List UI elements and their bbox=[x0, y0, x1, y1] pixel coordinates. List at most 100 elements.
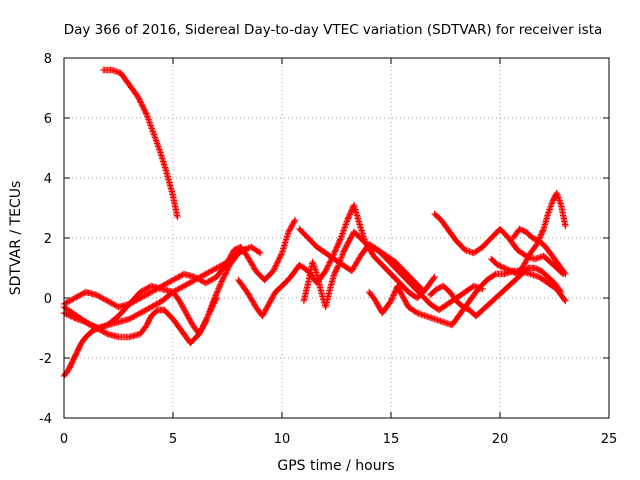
data-point bbox=[228, 250, 236, 258]
data-point bbox=[210, 296, 218, 303]
data-point bbox=[331, 249, 338, 257]
data-point bbox=[374, 301, 382, 309]
y-tick-label: 4 bbox=[44, 172, 52, 187]
data-point bbox=[232, 246, 239, 253]
y-tick-label: -4 bbox=[39, 412, 52, 427]
data-point bbox=[139, 308, 147, 315]
data-point bbox=[179, 283, 186, 290]
data-point bbox=[202, 279, 209, 287]
data-point bbox=[139, 293, 147, 300]
data-point bbox=[373, 299, 380, 306]
data-point bbox=[213, 291, 220, 298]
data-point bbox=[251, 265, 258, 272]
data-point bbox=[180, 305, 188, 313]
data-point bbox=[146, 289, 153, 296]
data-point bbox=[111, 301, 118, 308]
data-point bbox=[200, 322, 207, 330]
data-point bbox=[264, 303, 271, 310]
data-point bbox=[336, 237, 343, 244]
data-point bbox=[331, 248, 339, 255]
data-point bbox=[346, 212, 353, 220]
data-point bbox=[154, 300, 162, 307]
data-point bbox=[139, 287, 147, 294]
data-point bbox=[185, 315, 193, 322]
data-point bbox=[141, 106, 148, 113]
data-point bbox=[412, 308, 420, 316]
data-point bbox=[267, 296, 275, 304]
data-point bbox=[175, 285, 182, 293]
data-point bbox=[556, 197, 563, 204]
data-point bbox=[185, 313, 192, 321]
data-point bbox=[201, 321, 208, 328]
data-point bbox=[390, 291, 398, 298]
data-point bbox=[348, 267, 355, 275]
data-point bbox=[538, 229, 545, 237]
data-point bbox=[216, 284, 223, 291]
x-tick-label: 15 bbox=[383, 432, 400, 447]
data-point bbox=[338, 233, 345, 240]
data-point bbox=[101, 329, 109, 336]
data-point bbox=[241, 246, 249, 254]
data-point bbox=[171, 276, 178, 283]
data-point bbox=[334, 263, 342, 270]
data-point bbox=[561, 269, 568, 276]
data-point bbox=[141, 286, 148, 293]
data-point bbox=[562, 297, 569, 305]
data-marks bbox=[60, 66, 569, 380]
data-point bbox=[138, 309, 145, 316]
data-point bbox=[340, 225, 348, 233]
data-point bbox=[187, 279, 194, 286]
data-point bbox=[64, 298, 72, 305]
data-point bbox=[205, 269, 212, 276]
data-point bbox=[521, 260, 528, 267]
y-tick-label: 8 bbox=[44, 52, 52, 67]
data-point bbox=[112, 302, 119, 309]
data-point bbox=[67, 297, 74, 304]
data-point bbox=[178, 301, 185, 309]
data-point bbox=[137, 288, 144, 296]
data-point bbox=[154, 141, 161, 149]
data-point bbox=[265, 300, 273, 308]
data-point bbox=[138, 102, 146, 109]
data-point bbox=[546, 204, 554, 212]
data-point bbox=[130, 313, 137, 320]
data-point bbox=[250, 299, 257, 307]
data-point bbox=[545, 207, 553, 215]
data-point bbox=[557, 288, 565, 296]
data-point bbox=[168, 277, 175, 284]
data-point bbox=[276, 255, 283, 262]
data-point bbox=[538, 231, 545, 238]
data-point bbox=[332, 247, 339, 254]
data-point bbox=[323, 265, 331, 272]
data-point bbox=[146, 120, 154, 128]
data-point bbox=[430, 275, 437, 282]
data-point bbox=[188, 319, 195, 326]
data-point bbox=[75, 292, 83, 299]
data-point bbox=[221, 271, 229, 278]
data-point bbox=[539, 227, 547, 234]
data-point bbox=[182, 309, 190, 317]
data-point bbox=[389, 293, 396, 301]
data-point bbox=[212, 265, 219, 272]
data-point bbox=[561, 296, 568, 303]
data-point bbox=[398, 291, 406, 299]
data-point bbox=[261, 308, 268, 316]
data-point bbox=[187, 317, 194, 325]
data-point bbox=[222, 270, 229, 277]
series-arc-11 bbox=[427, 264, 565, 320]
data-point bbox=[136, 98, 144, 105]
data-point bbox=[109, 300, 117, 308]
data-point bbox=[335, 240, 342, 247]
data-point bbox=[167, 278, 174, 285]
y-tick-label: 6 bbox=[44, 112, 52, 127]
data-point bbox=[134, 311, 141, 318]
data-point bbox=[227, 253, 234, 260]
data-point bbox=[271, 265, 278, 272]
y-tick-label: 0 bbox=[44, 292, 52, 307]
data-point bbox=[207, 305, 214, 312]
data-point bbox=[73, 294, 80, 301]
y-tick-label: -2 bbox=[39, 352, 52, 367]
data-point bbox=[141, 292, 148, 299]
data-point bbox=[145, 117, 153, 125]
